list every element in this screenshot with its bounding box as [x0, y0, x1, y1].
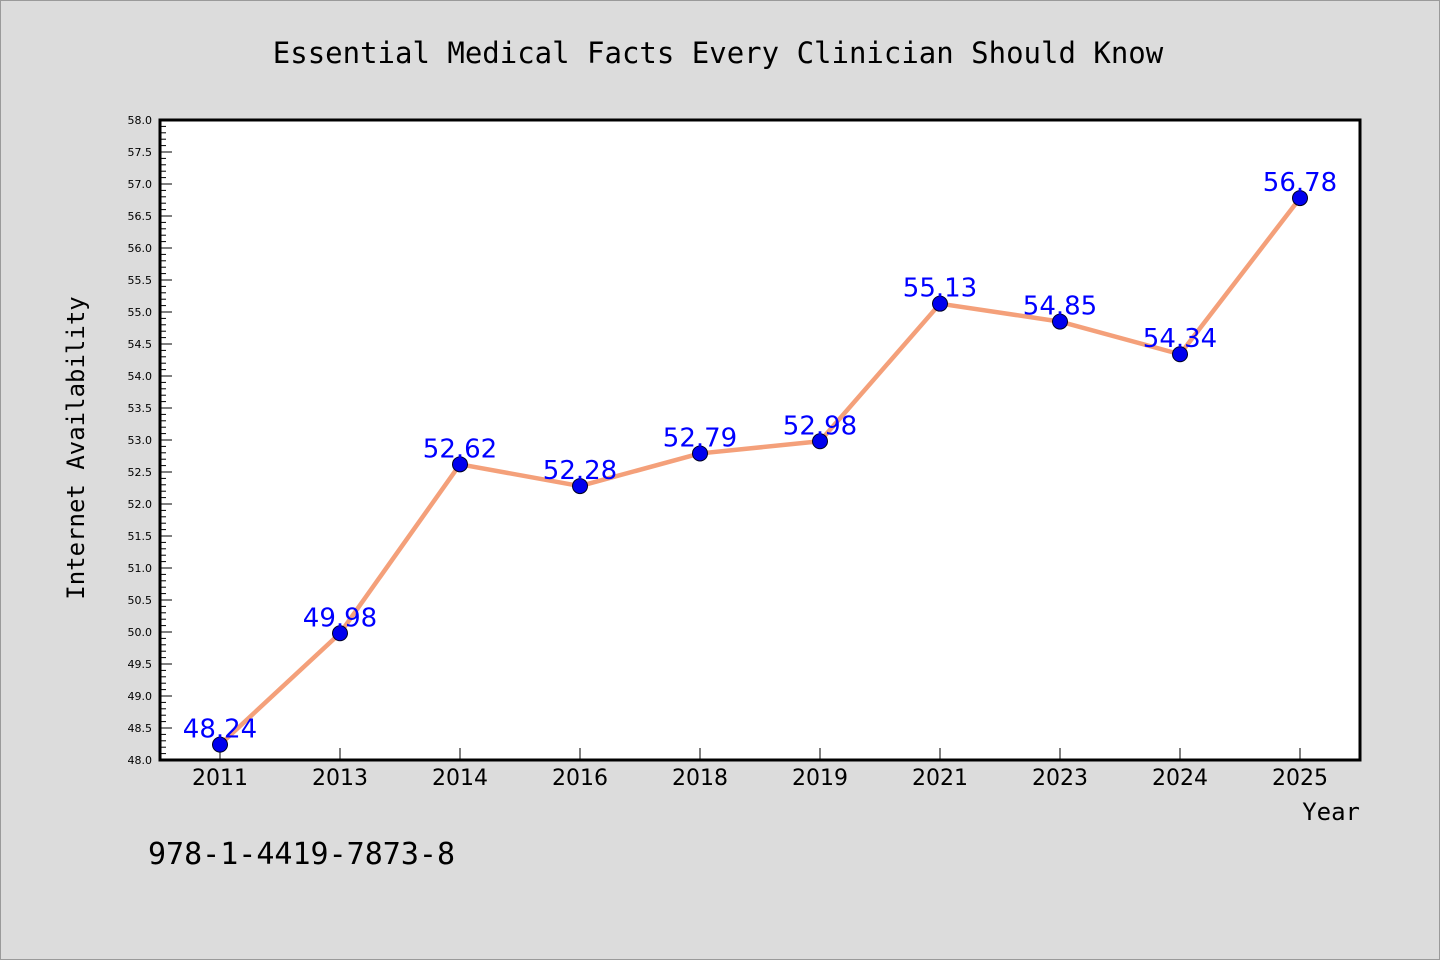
- plot-frame: [158, 118, 1362, 762]
- x-tick-label: 2023: [1032, 766, 1088, 791]
- series-line: [217, 195, 1303, 747]
- y-tick-label: 51.5: [128, 530, 153, 543]
- y-tick-label: 50.5: [128, 594, 153, 607]
- x-tick-label: 2024: [1152, 766, 1208, 791]
- data-label: 52.62: [423, 434, 497, 464]
- data-point: [1172, 346, 1188, 363]
- x-tick-label: 2016: [552, 766, 608, 791]
- y-tick-label: 49.5: [128, 658, 153, 671]
- y-tick-label: 48.5: [128, 722, 153, 735]
- x-tick-label: 2021: [912, 766, 968, 791]
- data-label: 49.98: [303, 603, 377, 633]
- data-label: 55.13: [903, 274, 977, 304]
- data-label: 54.85: [1023, 292, 1097, 322]
- x-axis-ticks: 2011 2013 2014 2016 2018 2019 2021 2023 2024 2025: [192, 748, 1328, 791]
- y-tick-label: 48.0: [128, 754, 153, 767]
- y-tick-label: 57.0: [128, 178, 153, 191]
- plot-area: [160, 120, 1360, 760]
- y-tick-label: 52.0: [128, 498, 153, 511]
- y-tick-label: 57.5: [128, 146, 153, 159]
- x-tick-label: 2019: [792, 766, 848, 791]
- data-point: [452, 456, 468, 473]
- data-point: [812, 433, 828, 450]
- y-tick-label: 54.0: [128, 370, 153, 383]
- data-label: 54.34: [1143, 324, 1217, 354]
- data-label: 48.24: [183, 715, 257, 745]
- y-tick-label: 52.5: [128, 466, 153, 479]
- y-tick-label: 53.0: [128, 434, 153, 447]
- data-point: [692, 445, 708, 462]
- y-tick-label: 56.0: [128, 242, 153, 255]
- data-label: 52.79: [663, 423, 737, 453]
- y-tick-label: 51.0: [128, 562, 153, 575]
- data-point: [332, 625, 348, 642]
- y-tick-label: 49.0: [128, 690, 153, 703]
- data-point: [572, 478, 588, 495]
- series-group: 48.24 49.98 52.62 52.28 52.79 52.98 55.13 54.85…: [183, 168, 1337, 753]
- y-tick-label: 53.5: [128, 402, 153, 415]
- x-tick-label: 2011: [192, 766, 248, 791]
- isbn-footer: 978-1-4419-7873-8: [148, 837, 455, 872]
- data-point: [932, 295, 948, 312]
- y-tick-label: 54.5: [128, 338, 153, 351]
- y-tick-label: 55.5: [128, 274, 153, 287]
- y-tick-label: 58.0: [128, 114, 153, 127]
- data-label: 56.78: [1263, 168, 1337, 198]
- x-tick-label: 2014: [432, 766, 488, 791]
- y-tick-label: 50.0: [128, 626, 153, 639]
- y-tick-label: 56.5: [128, 210, 153, 223]
- x-axis-label: Year: [1302, 798, 1360, 826]
- x-tick-label: 2018: [672, 766, 728, 791]
- data-label: 52.28: [543, 456, 617, 486]
- data-point: [212, 736, 228, 753]
- chart-title: Essential Medical Facts Every Clinician …: [273, 36, 1164, 70]
- x-tick-label: 2025: [1272, 766, 1328, 791]
- data-point: [1052, 313, 1068, 330]
- y-tick-label: 55.0: [128, 306, 153, 319]
- data-label: 52.98: [783, 411, 857, 441]
- data-point: [1292, 190, 1308, 207]
- y-axis-label: Internet Availability: [62, 296, 90, 599]
- x-tick-label: 2013: [312, 766, 368, 791]
